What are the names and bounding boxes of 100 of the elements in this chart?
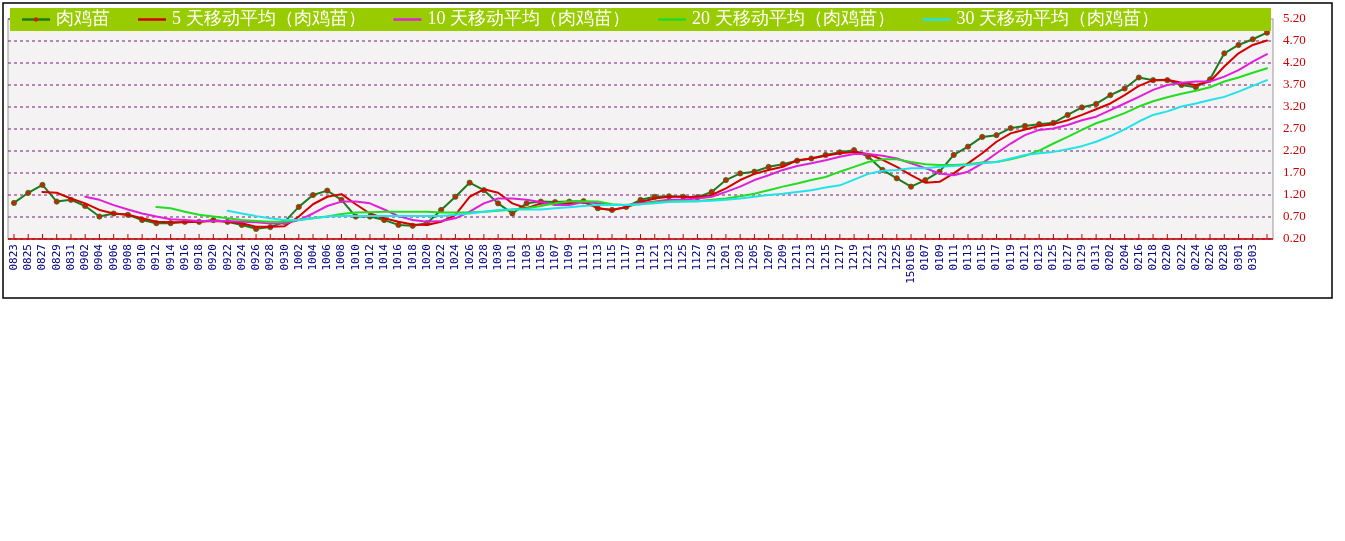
x-tick-label: 0127 — [1060, 244, 1074, 271]
x-tick-label: 1016 — [391, 244, 405, 271]
x-tick-label: 0226 — [1203, 244, 1217, 271]
x-tick-label: 1010 — [348, 244, 362, 271]
x-tick-label: 1221 — [861, 244, 875, 271]
x-tick-label: 1113 — [590, 244, 604, 271]
x-tick-label: 1209 — [775, 244, 789, 271]
x-tick-label: 0109 — [932, 244, 946, 271]
x-tick-label: 0204 — [1117, 243, 1131, 271]
x-tick-label: 0922 — [220, 244, 234, 271]
y-tick-label: 4.20 — [1283, 53, 1306, 69]
y-tick-label: 1.20 — [1283, 185, 1306, 201]
y-tick-label: 0.70 — [1283, 207, 1306, 223]
x-tick-label: 1103 — [519, 244, 533, 271]
x-tick-label: 0107 — [918, 244, 932, 271]
legend-label: 20 天移动平均（肉鸡苗） — [692, 7, 895, 28]
x-tick-label: 1004 — [306, 243, 320, 271]
x-tick-label: 0829 — [49, 244, 63, 271]
x-tick-label: 1105 — [533, 244, 547, 271]
x-tick-label: 0228 — [1217, 244, 1231, 271]
legend-label: 肉鸡苗 — [56, 7, 110, 28]
y-tick-label: 5.20 — [1283, 9, 1306, 25]
x-tick-label: 1121 — [647, 244, 661, 271]
x-tick-label: 1101 — [505, 244, 519, 271]
x-tick-label: 1002 — [291, 244, 305, 271]
x-tick-label: 1211 — [790, 244, 804, 271]
legend-label: 5 天移动平均（肉鸡苗） — [172, 7, 366, 28]
x-tick-label: 1203 — [733, 244, 747, 271]
x-tick-label: 1014 — [377, 243, 391, 271]
x-tick-label: 1026 — [462, 244, 476, 271]
x-tick-label: 0123 — [1032, 244, 1046, 271]
x-tick-label: 1020 — [419, 244, 433, 271]
x-tick-label: 0831 — [63, 244, 77, 271]
x-tick-label: 1115 — [605, 244, 619, 271]
y-tick-label: 0.20 — [1283, 229, 1306, 245]
x-tick-label: 1008 — [334, 244, 348, 271]
x-tick-label: 0119 — [1003, 244, 1017, 271]
x-tick-label: 1225 — [889, 244, 903, 271]
y-tick-label: 3.20 — [1283, 97, 1306, 113]
x-tick-label: 0926 — [249, 244, 263, 271]
x-tick-label: 1109 — [562, 244, 576, 271]
x-tick-label: 0117 — [989, 244, 1003, 271]
x-tick-label: 0125 — [1046, 244, 1060, 271]
x-tick-label: 0910 — [135, 244, 149, 271]
x-tick-label: 1028 — [476, 244, 490, 271]
legend-label: 30 天移动平均（肉鸡苗） — [956, 7, 1159, 28]
x-tick-label: 0825 — [21, 244, 35, 271]
y-tick-label: 3.70 — [1283, 75, 1306, 91]
x-tick-label: 1012 — [362, 244, 376, 271]
x-tick-label: 1111 — [576, 244, 590, 271]
y-tick-label: 4.70 — [1283, 31, 1306, 47]
x-tick-label: 1107 — [548, 244, 562, 271]
x-tick-label: 0908 — [120, 244, 134, 271]
y-tick-label: 2.70 — [1283, 119, 1306, 135]
x-tick-label: 1223 — [875, 244, 889, 271]
x-tick-label: 150105 — [904, 244, 918, 284]
x-tick-label: 1123 — [661, 244, 675, 271]
x-tick-label: 0115 — [975, 244, 989, 271]
x-tick-label: 0930 — [277, 244, 291, 271]
x-tick-label: 0303 — [1245, 244, 1259, 271]
x-tick-label: 1213 — [804, 244, 818, 271]
x-tick-label: 0902 — [78, 244, 92, 271]
x-tick-label: 1207 — [761, 244, 775, 271]
x-tick-label: 0912 — [149, 244, 163, 271]
x-tick-label: 1201 — [718, 244, 732, 271]
x-tick-label: 0220 — [1160, 244, 1174, 271]
x-tick-label: 1219 — [847, 244, 861, 271]
x-tick-label: 1215 — [818, 244, 832, 271]
x-tick-label: 1030 — [491, 244, 505, 271]
x-tick-label: 1129 — [704, 244, 718, 271]
x-tick-label: 0111 — [946, 244, 960, 271]
x-tick-label: 0928 — [263, 244, 277, 271]
x-tick-label: 0906 — [106, 244, 120, 271]
x-tick-label: 1119 — [633, 244, 647, 271]
x-tick-label: 1217 — [832, 244, 846, 271]
x-tick-label: 0920 — [206, 244, 220, 271]
x-tick-label: 1024 — [448, 243, 462, 271]
x-tick-label: 0131 — [1089, 244, 1103, 271]
x-tick-label: 0904 — [92, 243, 106, 271]
y-tick-label: 2.20 — [1283, 141, 1306, 157]
x-tick-label: 0827 — [35, 244, 49, 271]
x-tick-label: 1125 — [676, 244, 690, 271]
legend-label: 10 天移动平均（肉鸡苗） — [427, 7, 630, 28]
x-tick-label: 0113 — [960, 244, 974, 271]
x-tick-label: 0301 — [1231, 244, 1245, 271]
x-tick-label: 1205 — [747, 244, 761, 271]
x-tick-label: 1018 — [405, 244, 419, 271]
y-tick-label: 1.70 — [1283, 163, 1306, 179]
x-tick-label: 0202 — [1103, 244, 1117, 271]
x-tick-label: 0129 — [1074, 244, 1088, 271]
x-tick-label: 0918 — [192, 244, 206, 271]
x-tick-label: 0224 — [1188, 243, 1202, 271]
x-tick-label: 0222 — [1174, 244, 1188, 271]
x-tick-label: 1127 — [690, 244, 704, 271]
x-tick-label: 0823 — [7, 244, 20, 271]
x-tick-label: 0924 — [234, 243, 248, 271]
x-tick-label: 0218 — [1146, 244, 1160, 271]
x-tick-label: 1022 — [434, 244, 448, 271]
x-tick-label: 0121 — [1017, 244, 1031, 271]
x-tick-label: 0914 — [163, 243, 177, 271]
